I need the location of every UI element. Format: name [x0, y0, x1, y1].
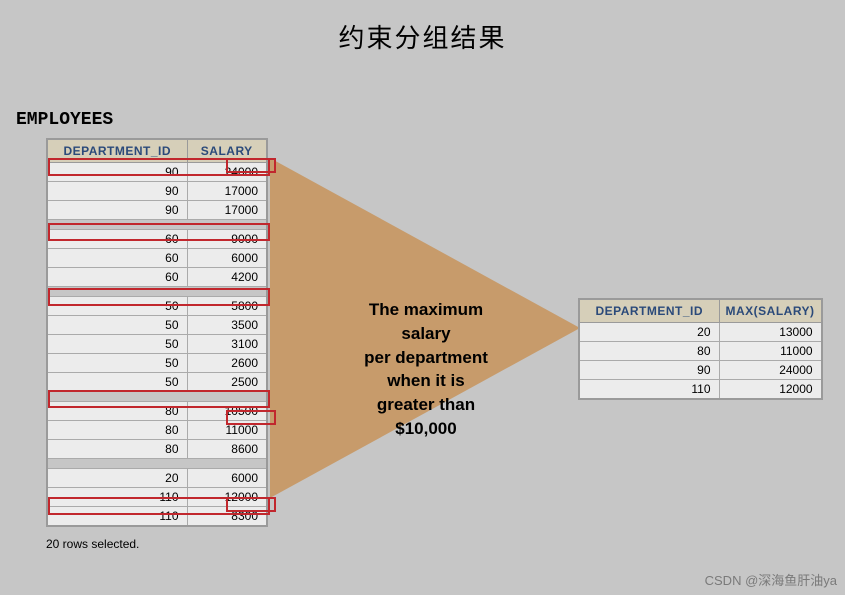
table-row: 2013000 [579, 323, 822, 342]
cell-salary: 6000 [187, 249, 267, 268]
cell-dept: 80 [47, 402, 187, 421]
cell-dept: 50 [47, 316, 187, 335]
table-row: 503500 [47, 316, 267, 335]
group-gap [47, 392, 267, 402]
arrow-caption: The maximum salary per department when i… [326, 298, 526, 441]
cell-dept: 80 [579, 342, 719, 361]
table-row: 502600 [47, 354, 267, 373]
cell-dept: 50 [47, 354, 187, 373]
cell-max: 13000 [719, 323, 822, 342]
col-header-salary: SALARY [187, 139, 267, 163]
table-header-row: DEPARTMENT_ID MAX(SALARY) [579, 299, 822, 323]
cell-dept: 50 [47, 373, 187, 392]
cell-dept: 80 [47, 421, 187, 440]
cell-dept: 60 [47, 249, 187, 268]
page-title: 约束分组结果 [0, 18, 845, 55]
cell-salary: 6000 [187, 469, 267, 488]
col-header-dept: DEPARTMENT_ID [47, 139, 187, 163]
table-row: 8011000 [47, 421, 267, 440]
group-gap [47, 287, 267, 297]
cell-dept: 90 [47, 201, 187, 220]
arrow-line: greater than [377, 395, 475, 414]
group-gap [47, 459, 267, 469]
cell-salary: 2600 [187, 354, 267, 373]
table-row: 8011000 [579, 342, 822, 361]
table-row: 9017000 [47, 201, 267, 220]
cell-max: 24000 [719, 361, 822, 380]
cell-dept: 20 [47, 469, 187, 488]
arrow-line: salary [401, 324, 450, 343]
rows-selected-note: 20 rows selected. [46, 537, 268, 551]
cell-salary: 3500 [187, 316, 267, 335]
table-row: 9024000 [579, 361, 822, 380]
watermark: CSDN @深海鱼肝油ya [705, 570, 837, 589]
arrow-line: The maximum [369, 300, 483, 319]
cell-salary: 5800 [187, 297, 267, 316]
table-row: 8010500 [47, 402, 267, 421]
cell-dept: 50 [47, 297, 187, 316]
table-row: 604200 [47, 268, 267, 287]
source-table-block: DEPARTMENT_ID SALARY 9024000901700090170… [46, 138, 268, 551]
table-row: 609000 [47, 230, 267, 249]
source-table: DEPARTMENT_ID SALARY 9024000901700090170… [46, 138, 268, 527]
employees-label: EMPLOYEES [16, 110, 113, 130]
cell-dept: 110 [579, 380, 719, 400]
cell-salary: 17000 [187, 201, 267, 220]
cell-dept: 90 [47, 163, 187, 182]
group-gap [47, 220, 267, 230]
table-row: 1108300 [47, 507, 267, 527]
table-row: 505800 [47, 297, 267, 316]
cell-salary: 3100 [187, 335, 267, 354]
cell-salary: 9000 [187, 230, 267, 249]
cell-dept: 90 [579, 361, 719, 380]
cell-salary: 11000 [187, 421, 267, 440]
cell-salary: 8300 [187, 507, 267, 527]
cell-max: 11000 [719, 342, 822, 361]
table-row: 206000 [47, 469, 267, 488]
cell-dept: 80 [47, 440, 187, 459]
table-row: 606000 [47, 249, 267, 268]
cell-dept: 110 [47, 507, 187, 527]
cell-dept: 90 [47, 182, 187, 201]
arrow-line: $10,000 [395, 419, 456, 438]
cell-max: 12000 [719, 380, 822, 400]
cell-salary: 10500 [187, 402, 267, 421]
table-row: 11012000 [47, 488, 267, 507]
cell-salary: 24000 [187, 163, 267, 182]
table-row: 808600 [47, 440, 267, 459]
table-header-row: DEPARTMENT_ID SALARY [47, 139, 267, 163]
table-row: 502500 [47, 373, 267, 392]
table-row: 503100 [47, 335, 267, 354]
cell-salary: 2500 [187, 373, 267, 392]
cell-salary: 8600 [187, 440, 267, 459]
cell-dept: 60 [47, 268, 187, 287]
cell-dept: 20 [579, 323, 719, 342]
cell-salary: 4200 [187, 268, 267, 287]
cell-dept: 50 [47, 335, 187, 354]
cell-dept: 60 [47, 230, 187, 249]
cell-salary: 12000 [187, 488, 267, 507]
result-table: DEPARTMENT_ID MAX(SALARY) 20130008011000… [578, 298, 823, 400]
arrow-line: when it is [387, 371, 464, 390]
arrow-line: per department [364, 348, 488, 367]
table-row: 9024000 [47, 163, 267, 182]
table-row: 9017000 [47, 182, 267, 201]
col-header-dept: DEPARTMENT_ID [579, 299, 719, 323]
result-table-block: DEPARTMENT_ID MAX(SALARY) 20130008011000… [578, 298, 823, 400]
cell-salary: 17000 [187, 182, 267, 201]
cell-dept: 110 [47, 488, 187, 507]
table-row: 11012000 [579, 380, 822, 400]
col-header-max: MAX(SALARY) [719, 299, 822, 323]
